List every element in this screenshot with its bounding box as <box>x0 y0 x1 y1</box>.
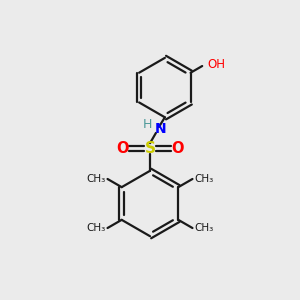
Text: N: N <box>155 122 167 136</box>
Text: CH₃: CH₃ <box>195 223 214 233</box>
Text: O: O <box>116 141 129 156</box>
Text: H: H <box>143 118 153 131</box>
Text: O: O <box>171 141 184 156</box>
Text: CH₃: CH₃ <box>195 174 214 184</box>
Text: OH: OH <box>208 58 226 71</box>
Text: CH₃: CH₃ <box>86 223 105 233</box>
Text: S: S <box>145 141 155 156</box>
Text: CH₃: CH₃ <box>86 174 105 184</box>
